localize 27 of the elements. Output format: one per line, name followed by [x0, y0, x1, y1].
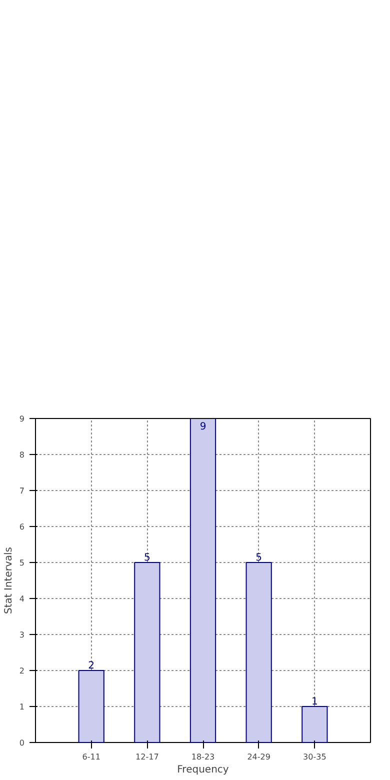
- bar: [302, 706, 328, 742]
- y-tick-label: 3: [19, 630, 25, 640]
- x-tick-label: 18-23: [191, 752, 215, 762]
- bar: [134, 562, 160, 742]
- data-label: 9: [200, 422, 206, 432]
- y-tick-label: 9: [19, 414, 25, 424]
- x-axis-title: Frequency: [177, 764, 229, 776]
- bar: [246, 562, 272, 742]
- y-tick-label: 0: [19, 738, 25, 748]
- data-label: 5: [256, 552, 262, 564]
- y-tick-label: 1: [19, 702, 25, 712]
- y-tick-label: 8: [19, 450, 25, 460]
- bar: [190, 418, 216, 742]
- y-axis-title: Stat Intervals: [3, 546, 14, 614]
- x-tick-label: 6-11: [82, 752, 100, 762]
- y-tick-label: 4: [19, 594, 25, 604]
- x-tick-label: 30-35: [303, 752, 326, 762]
- y-tick-label: 2: [19, 666, 25, 676]
- y-tick-label: 6: [19, 522, 25, 532]
- data-label: 2: [88, 660, 95, 672]
- bar: [78, 670, 104, 742]
- x-tick-label: 12-17: [136, 752, 159, 762]
- data-label: 5: [144, 552, 150, 564]
- y-tick-label: 5: [19, 558, 25, 568]
- y-tick-label: 7: [19, 486, 25, 496]
- x-tick-label: 24-29: [247, 752, 270, 762]
- data-label: 1: [311, 696, 318, 708]
